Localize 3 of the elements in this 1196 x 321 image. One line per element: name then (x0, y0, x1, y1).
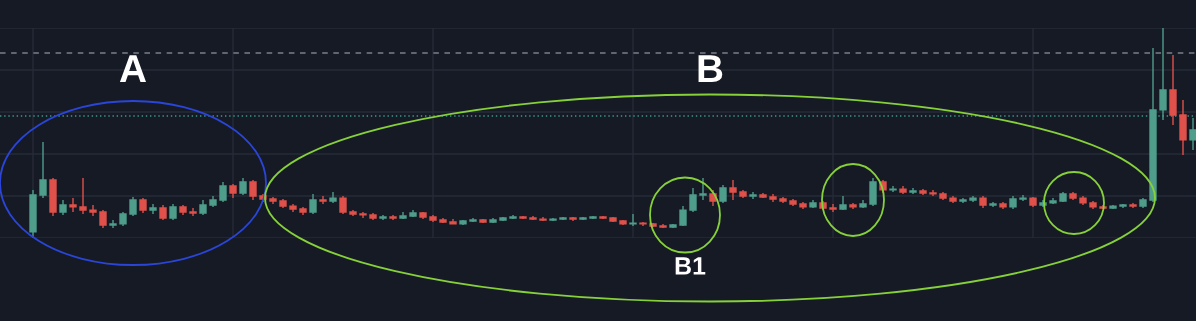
annotation: A (119, 55, 147, 83)
text: B1 (675, 257, 706, 275)
annotation: B (698, 55, 723, 83)
